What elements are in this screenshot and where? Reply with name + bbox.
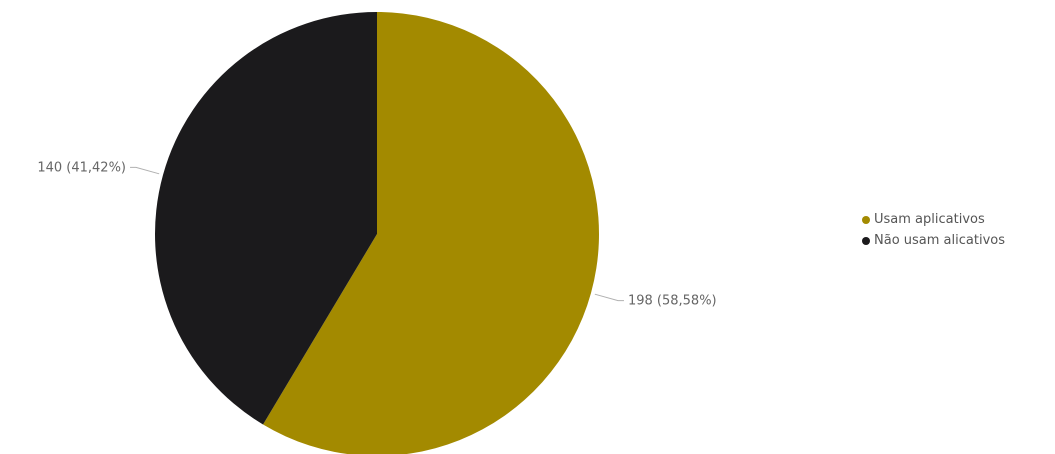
legend: Usam aplicativos Não usam alicativos — [862, 209, 1005, 251]
legend-item-nao-usam-alicativos[interactable]: Não usam alicativos — [862, 230, 1005, 251]
legend-swatch — [862, 215, 870, 224]
legend-label: Não usam alicativos — [874, 233, 1005, 248]
leader-line-0 — [594, 293, 624, 302]
data-label-0: 198 (58,58%) — [628, 294, 717, 309]
pie-slice-0[interactable] — [263, 12, 599, 454]
leader-line-1 — [130, 166, 160, 175]
data-label-1: 140 (41,42%) — [37, 160, 126, 175]
pie-slice-1[interactable] — [154, 12, 377, 425]
legend-swatch — [862, 236, 870, 245]
legend-label: Usam aplicativos — [874, 212, 985, 227]
legend-item-usam-aplicativos[interactable]: Usam aplicativos — [862, 209, 1005, 230]
